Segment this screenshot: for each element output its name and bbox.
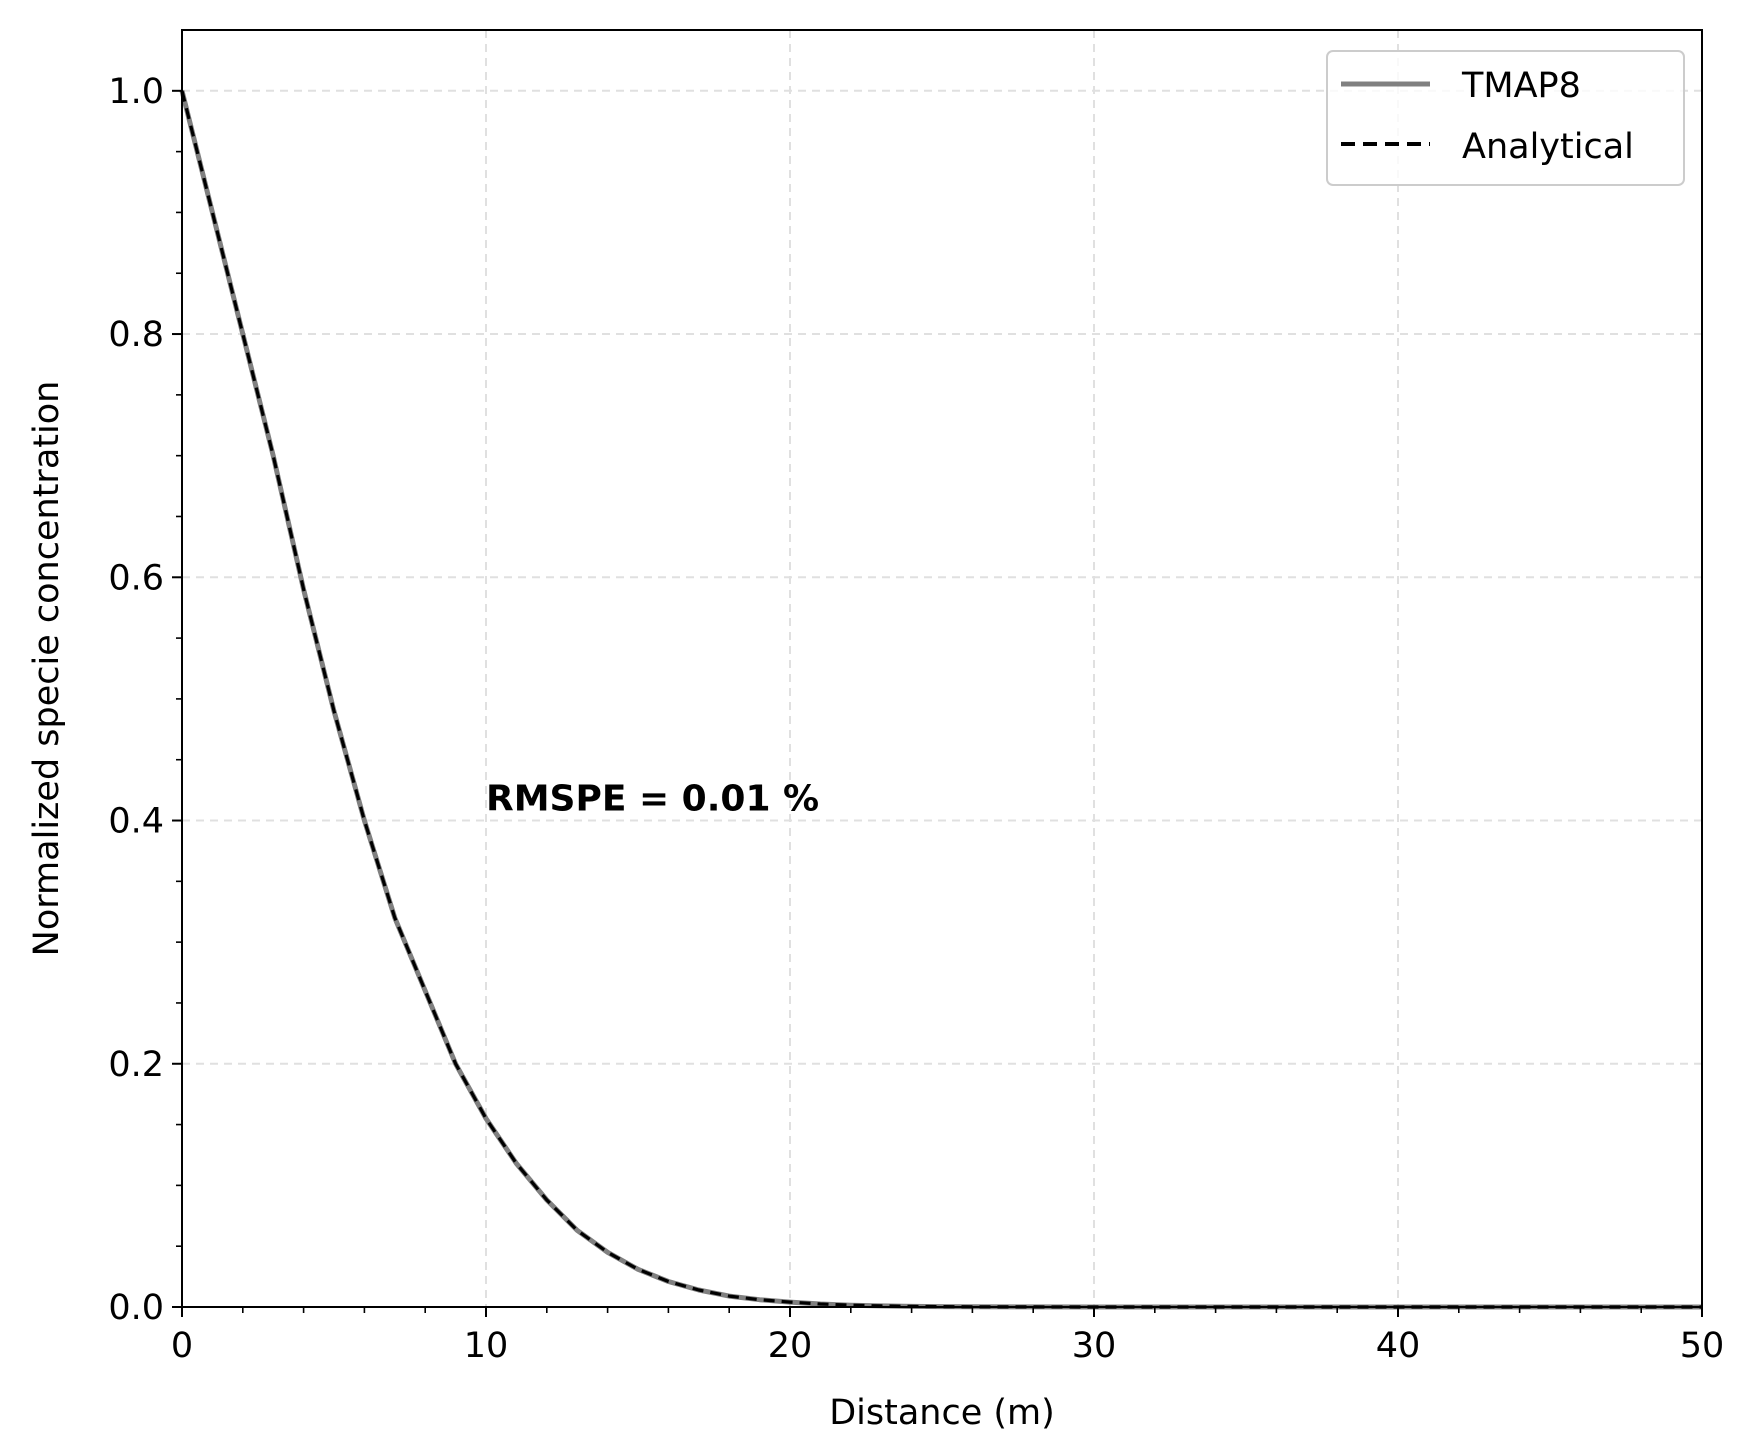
x-tick-label: 20 [768,1326,813,1366]
rmspe-annotation: RMSPE = 0.01 % [486,779,819,820]
x-tick-label: 40 [1376,1326,1421,1366]
plot-frame [181,29,1703,1308]
y-tick-label: 0.0 [108,1288,164,1328]
y-tick-label: 0.6 [108,558,164,598]
legend-label-analytical: Analytical [1462,127,1634,167]
y-tick-label: 0.8 [108,315,164,355]
y-tick-label: 0.4 [108,802,164,842]
legend-label-tmap8: TMAP8 [1461,66,1581,106]
y-axis-label: Normalized specie concentration [27,381,67,957]
x-tick-label: 0 [171,1326,193,1366]
axis-ticks: 0 10 20 30 40 50 0.0 0.2 0.4 0.6 0.8 1.0 [108,72,1724,1366]
legend: TMAP8 Analytical [1326,50,1685,186]
grid [181,30,1703,1307]
x-tick-label: 30 [1072,1326,1117,1366]
x-axis-label: Distance (m) [829,1393,1055,1433]
y-tick-label: 0.2 [108,1045,164,1085]
x-tick-label: 50 [1680,1326,1725,1366]
y-tick-label: 1.0 [108,72,164,112]
series-line-analytical [180,90,1702,1309]
x-tick-label: 10 [464,1326,509,1366]
